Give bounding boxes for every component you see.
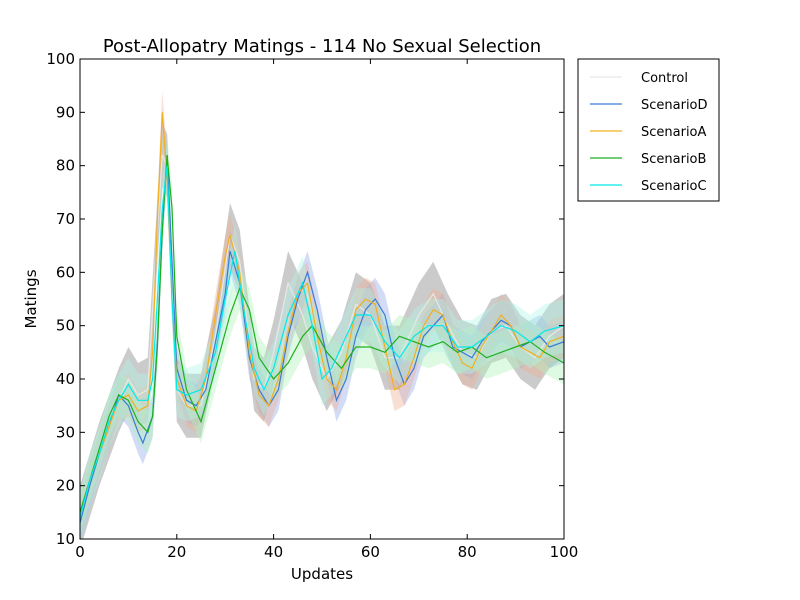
legend-label-scenarioa: ScenarioA bbox=[641, 125, 707, 140]
chart-title: Post-Allopatry Matings - 114 No Sexual S… bbox=[103, 36, 541, 57]
x-tick-label: 40 bbox=[264, 543, 283, 561]
x-axis: 0 20 40 60 80 100 bbox=[75, 59, 578, 561]
series-line-scenarioa bbox=[80, 112, 564, 513]
band-scenarioc bbox=[80, 139, 564, 539]
x-tick-label: 20 bbox=[167, 543, 186, 561]
series-lines bbox=[80, 112, 564, 524]
band-control bbox=[80, 123, 564, 539]
x-tick-label: 60 bbox=[361, 543, 380, 561]
x-tick-label: 80 bbox=[458, 543, 477, 561]
legend-label-scenarioc: ScenarioC bbox=[641, 179, 707, 194]
y-tick-label: 30 bbox=[56, 423, 75, 441]
x-axis-title: Updates bbox=[291, 565, 353, 583]
x-tick-label: 100 bbox=[550, 543, 579, 561]
x-tick-label: 0 bbox=[75, 543, 85, 561]
series-line-control bbox=[80, 154, 564, 518]
series-line-scenarioc bbox=[80, 165, 564, 518]
series-line-scenariob bbox=[80, 154, 564, 513]
y-tick-label: 50 bbox=[56, 317, 75, 335]
y-tick-label: 10 bbox=[56, 530, 75, 548]
plot-frame bbox=[79, 58, 565, 540]
y-tick-label: 70 bbox=[56, 210, 75, 228]
legend-label-scenariob: ScenarioB bbox=[641, 152, 706, 167]
y-axis-title: Matings bbox=[22, 269, 40, 328]
y-axis: 10 20 30 40 50 60 70 80 90 100 bbox=[46, 50, 564, 548]
legend-label-scenariod: ScenarioD bbox=[641, 98, 708, 113]
legend-label-control: Control bbox=[641, 71, 688, 86]
y-tick-label: 80 bbox=[56, 157, 75, 175]
y-tick-label: 100 bbox=[46, 50, 75, 68]
legend-frame bbox=[577, 58, 720, 202]
y-tick-label: 40 bbox=[56, 370, 75, 388]
y-tick-label: 60 bbox=[56, 263, 75, 281]
y-tick-label: 90 bbox=[56, 103, 75, 121]
y-tick-label: 20 bbox=[56, 477, 75, 495]
legend: Control ScenarioD ScenarioA ScenarioB Scenar… bbox=[577, 58, 720, 202]
